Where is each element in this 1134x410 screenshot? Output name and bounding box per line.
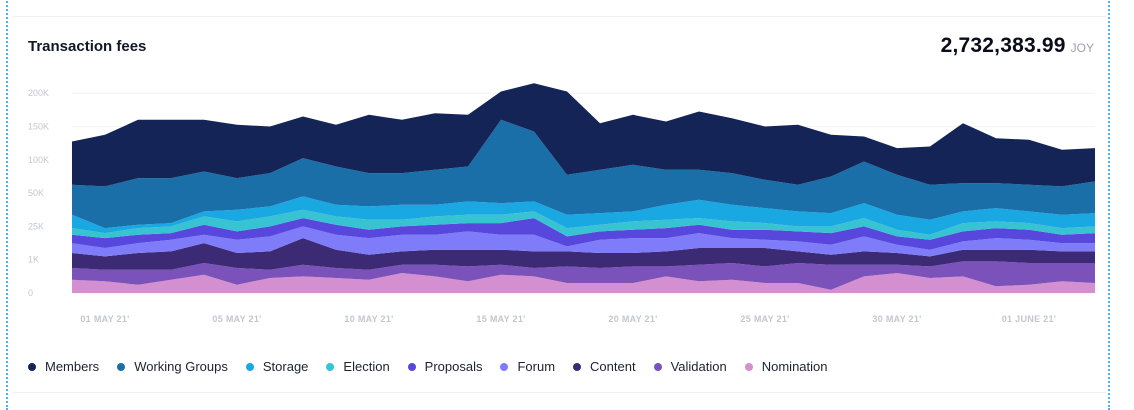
x-axis-labels: 01 MAY 21' 05 MAY 21' 10 MAY 21' 15 MAY 21'… xyxy=(80,314,1056,324)
y-tick-label: 1K xyxy=(28,255,39,265)
legend-item-election[interactable]: Election xyxy=(326,359,390,374)
legend-dot-icon xyxy=(573,362,582,371)
legend-dot-icon xyxy=(653,362,662,371)
legend-label: Storage xyxy=(262,359,309,374)
y-tick-label: 0 xyxy=(28,288,33,298)
legend-label: Content xyxy=(590,359,636,374)
legend-item-content[interactable]: Content xyxy=(573,359,636,374)
legend-label: Forum xyxy=(517,359,556,374)
legend-item-nomination[interactable]: Nomination xyxy=(744,359,828,374)
legend-dot-icon xyxy=(326,362,335,371)
legend-dot-icon xyxy=(117,362,126,371)
legend-dot-icon xyxy=(28,362,36,371)
x-tick-label: 01 JUNE 21' xyxy=(1002,314,1056,324)
x-tick-label: 20 MAY 21' xyxy=(608,314,657,324)
legend: Members Working Groups Storage Election Prop… xyxy=(28,359,846,374)
legend-label: Members xyxy=(45,359,100,374)
chart-title: Transaction fees xyxy=(28,38,147,55)
x-tick-label: 10 MAY 21' xyxy=(344,314,393,324)
legend-dot-icon xyxy=(744,362,753,371)
top-divider xyxy=(12,16,1106,17)
legend-label: Election xyxy=(343,359,390,374)
y-tick-label: 100K xyxy=(28,155,49,165)
transaction-fees-chart[interactable]: 0 1K 25K 50K 100K 150K 200K 01 MAY 21' 05 MAY 2… xyxy=(0,0,1134,350)
legend-label: Working Groups xyxy=(134,359,228,374)
legend-label: Validation xyxy=(670,359,727,374)
y-tick-label: 150K xyxy=(28,122,49,132)
legend-dot-icon xyxy=(245,362,254,371)
legend-label: Proposals xyxy=(424,359,483,374)
card-frame xyxy=(6,0,1110,410)
legend-item-proposals[interactable]: Proposals xyxy=(407,359,483,374)
legend-label: Nomination xyxy=(761,359,828,374)
total-amount: 2,732,383.99 JOY xyxy=(941,34,1094,58)
legend-item-members[interactable]: Members xyxy=(28,359,99,374)
x-tick-label: 15 MAY 21' xyxy=(476,314,525,324)
y-tick-label: 25K xyxy=(28,221,44,231)
x-tick-label: 01 MAY 21' xyxy=(80,314,129,324)
y-axis-labels: 0 1K 25K 50K 100K 150K 200K xyxy=(28,88,49,298)
area-election[interactable] xyxy=(72,209,1095,240)
area-forum[interactable] xyxy=(72,226,1095,257)
area-storage[interactable] xyxy=(72,196,1095,235)
x-tick-label: 30 MAY 21' xyxy=(872,314,921,324)
bottom-divider xyxy=(12,392,1106,393)
legend-item-forum[interactable]: Forum xyxy=(500,359,555,374)
legend-dot-icon xyxy=(407,362,416,371)
total-unit: JOY xyxy=(1070,41,1094,55)
legend-item-storage[interactable]: Storage xyxy=(245,359,309,374)
x-tick-label: 05 MAY 21' xyxy=(212,314,261,324)
area-series xyxy=(72,83,1095,293)
legend-item-working-groups[interactable]: Working Groups xyxy=(117,359,228,374)
total-value: 2,732,383.99 xyxy=(940,34,1066,57)
y-tick-label: 200K xyxy=(28,88,49,98)
area-members[interactable] xyxy=(72,83,1095,187)
area-validation[interactable] xyxy=(72,261,1095,290)
y-tick-label: 50K xyxy=(28,188,44,198)
x-tick-label: 25 MAY 21' xyxy=(740,314,789,324)
area-content[interactable] xyxy=(72,238,1095,270)
area-working-groups[interactable] xyxy=(72,119,1095,229)
legend-item-validation[interactable]: Validation xyxy=(653,359,727,374)
legend-dot-icon xyxy=(500,362,509,371)
